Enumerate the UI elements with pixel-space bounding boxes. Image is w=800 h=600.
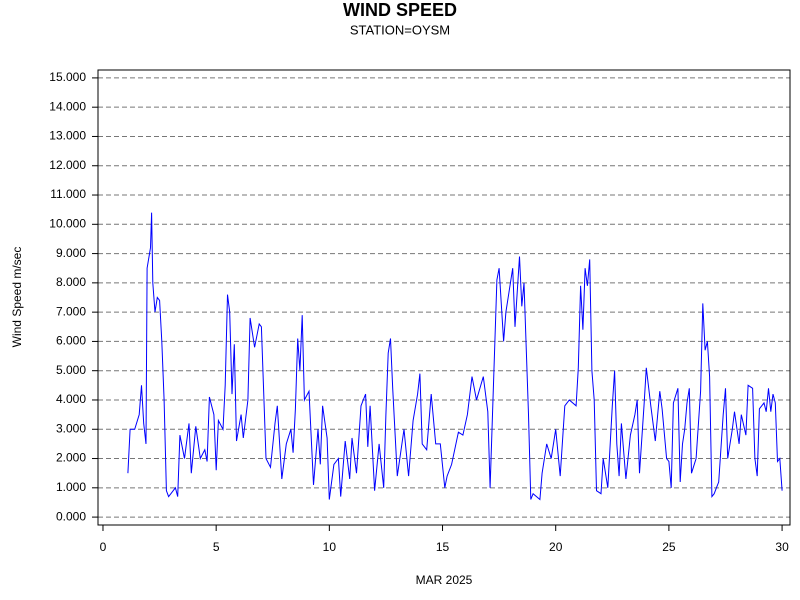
y-tick-label: 13.000 <box>49 129 86 143</box>
x-tick-label: 20 <box>549 540 563 554</box>
y-tick-label: 0.000 <box>56 509 86 523</box>
data-line <box>127 212 783 501</box>
y-tick-label: 4.000 <box>56 392 86 406</box>
y-tick-label: 7.000 <box>56 304 86 318</box>
chart-title: WIND SPEED <box>343 0 457 20</box>
x-axis-label: MAR 2025 <box>416 573 473 587</box>
x-tick-label: 15 <box>436 540 450 554</box>
y-tick-label: 1.000 <box>56 480 86 494</box>
chart-subtitle: STATION=OYSM <box>350 22 450 37</box>
plot-frame <box>97 69 791 526</box>
y-axis-label: Wind Speed m/sec <box>10 247 24 348</box>
y-tick-label: 11.000 <box>50 187 86 201</box>
x-tick-label: 25 <box>662 540 676 554</box>
x-tick-label: 10 <box>323 540 337 554</box>
y-tick-label: 10.000 <box>49 216 86 230</box>
y-tick-label: 3.000 <box>56 421 86 435</box>
y-tick-label: 6.000 <box>56 334 86 348</box>
y-tick-label: 14.000 <box>49 99 86 113</box>
x-tick-label: 0 <box>100 540 107 554</box>
x-tick-label: 5 <box>213 540 220 554</box>
y-tick-label: 15.000 <box>49 70 86 84</box>
y-tick-label: 9.000 <box>56 246 86 260</box>
y-tick-label: 2.000 <box>56 451 86 465</box>
y-tick-label: 12.000 <box>49 158 86 172</box>
y-tick-label: 8.000 <box>56 275 86 289</box>
x-tick-label: 30 <box>775 540 789 554</box>
y-tick-label: 5.000 <box>56 363 86 377</box>
